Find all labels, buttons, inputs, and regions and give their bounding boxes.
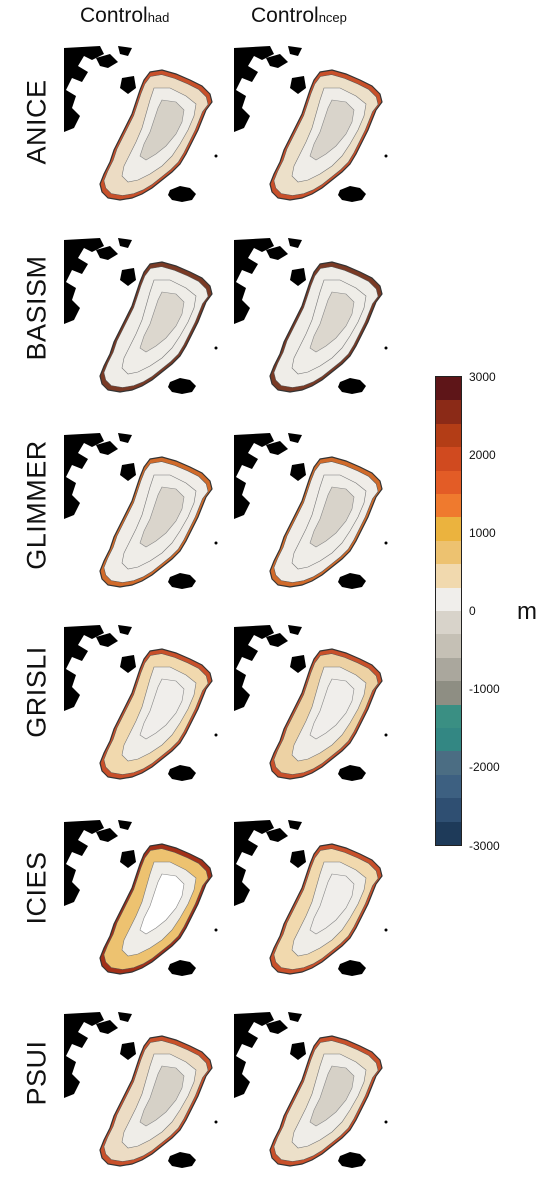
row-label-anice: ANICE <box>21 79 52 165</box>
map-panel-grisli-had <box>62 617 222 807</box>
colorbar-segment <box>436 634 461 659</box>
colorbar-unit: m <box>517 598 537 625</box>
colorbar-segment <box>436 728 461 752</box>
map-panel-psui-had <box>62 1004 222 1194</box>
colorbar-tick-3000: 3000 <box>469 370 496 384</box>
column-header-ncep: Controlncep <box>251 4 347 28</box>
colorbar-segment <box>436 611 461 635</box>
map-panel-anice-had <box>62 38 222 228</box>
colorbar-segment <box>436 587 461 612</box>
row-label-icies: ICIES <box>21 851 52 925</box>
map-panel-glimmer-ncep <box>232 425 392 615</box>
colorbar-tick-minus-2000: -2000 <box>469 760 500 774</box>
map-panel-glimmer-had <box>62 425 222 615</box>
colorbar-tick-2000: 2000 <box>469 448 496 462</box>
colorbar-segment <box>436 564 461 589</box>
row-label-psui: PSUI <box>21 1040 52 1106</box>
colorbar-segment <box>436 751 461 776</box>
colorbar-segment <box>436 798 461 823</box>
column-header-main: Control <box>251 4 319 27</box>
colorbar-segment <box>436 400 461 425</box>
colorbar-tick-minus-3000: -3000 <box>469 839 500 853</box>
row-label-glimmer: GLIMMER <box>21 440 52 570</box>
map-panel-icies-had <box>62 812 222 1002</box>
colorbar-segment <box>436 704 461 729</box>
colorbar-segment <box>436 377 461 401</box>
colorbar-segment <box>436 657 461 682</box>
colorbar-tick-minus-1000: -1000 <box>469 682 500 696</box>
colorbar <box>435 376 462 846</box>
colorbar-segment <box>436 774 461 799</box>
map-panel-anice-ncep <box>232 38 392 228</box>
map-panel-basism-ncep <box>232 230 392 420</box>
colorbar-segment <box>436 470 461 495</box>
column-header-main: Control <box>80 4 148 27</box>
map-panel-basism-had <box>62 230 222 420</box>
colorbar-segment <box>436 540 461 565</box>
column-header-sub: had <box>147 10 170 25</box>
column-header-sub: ncep <box>318 10 347 25</box>
row-label-basism: BASISM <box>21 255 52 361</box>
colorbar-tick-1000: 1000 <box>469 526 496 540</box>
column-header-had: Controlhad <box>80 4 169 28</box>
colorbar-segment <box>436 517 461 542</box>
row-label-grisli: GRISLI <box>21 646 52 738</box>
colorbar-segment <box>436 447 461 472</box>
colorbar-segment <box>436 423 461 448</box>
map-panel-psui-ncep <box>232 1004 392 1194</box>
map-panel-grisli-ncep <box>232 617 392 807</box>
map-panel-icies-ncep <box>232 812 392 1002</box>
colorbar-segment <box>436 681 461 706</box>
colorbar-segment <box>436 821 461 846</box>
colorbar-tick-0: 0 <box>469 604 476 618</box>
colorbar-segment <box>436 494 461 518</box>
